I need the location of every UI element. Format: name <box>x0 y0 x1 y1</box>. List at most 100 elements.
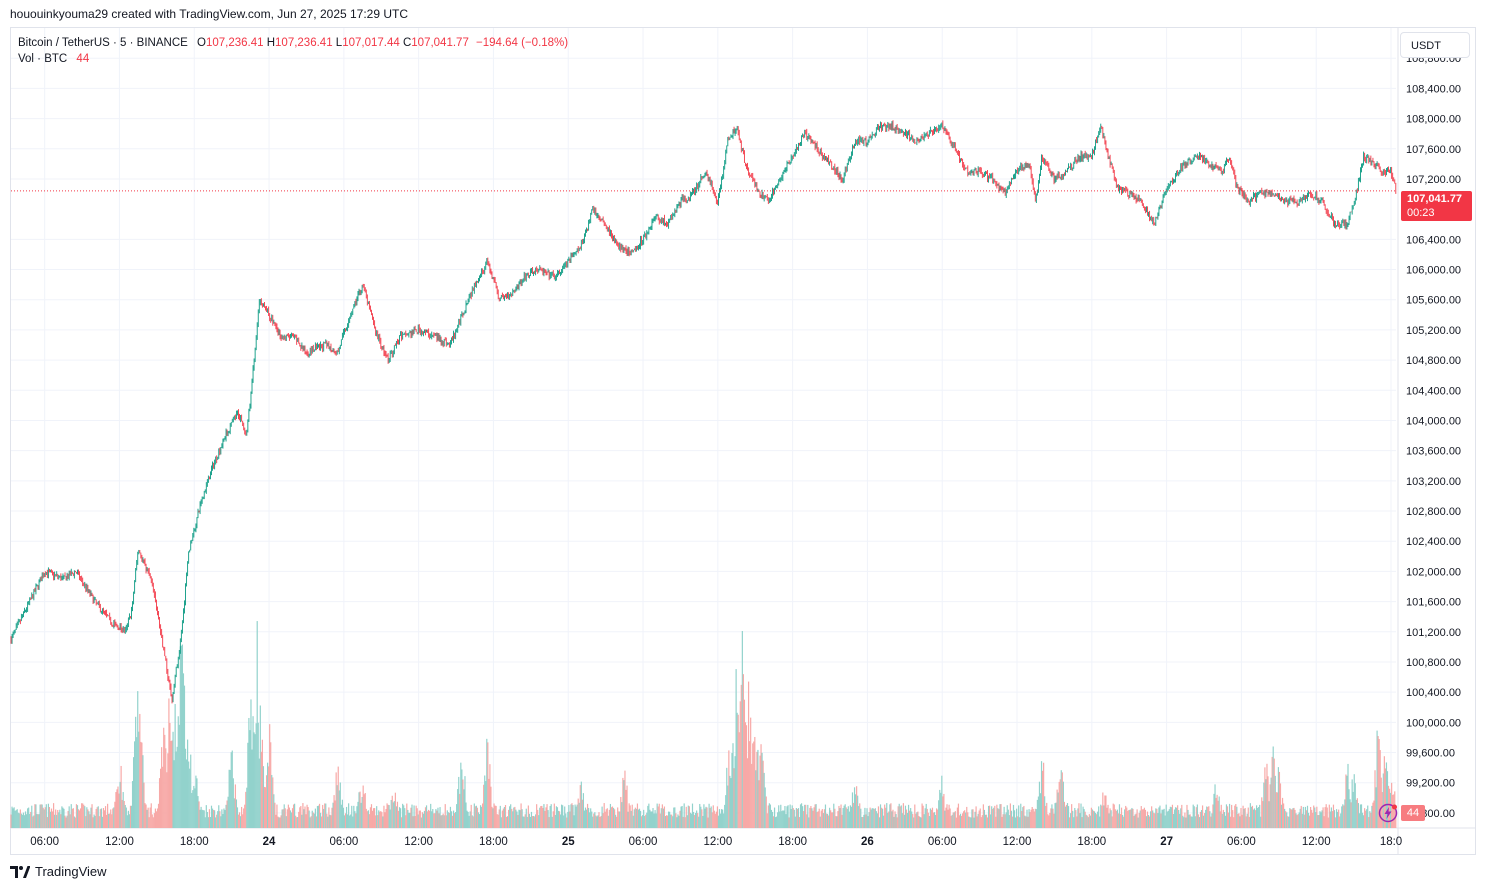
volume-bar <box>470 804 472 828</box>
volume-bar <box>1221 813 1223 828</box>
volume-bar <box>756 751 758 828</box>
volume-bar <box>210 805 213 828</box>
volume-bar <box>138 731 140 828</box>
volume-bar <box>435 809 437 828</box>
volume-bar <box>1026 809 1028 828</box>
volume-bar <box>155 811 158 828</box>
volume-bar <box>1331 811 1334 828</box>
volume-bar <box>1246 813 1248 828</box>
volume-bar <box>969 817 971 828</box>
volume-bar <box>1084 811 1086 828</box>
volume-bar <box>560 804 563 828</box>
volume-bar <box>1228 803 1231 828</box>
volume-bar <box>1011 816 1014 828</box>
volume-bar <box>1259 804 1261 828</box>
volume-bar <box>321 816 323 828</box>
volume-bar <box>514 806 516 828</box>
volume-bar <box>1261 797 1263 828</box>
volume-bar <box>175 751 177 828</box>
volume-label[interactable]: Vol · BTC <box>18 53 68 65</box>
volume-bar <box>367 810 369 828</box>
volume-bar <box>670 814 672 828</box>
volume-bar <box>1085 814 1087 828</box>
volume-bar <box>913 817 915 828</box>
volume-bar <box>938 800 940 828</box>
chart-frame <box>10 27 1476 855</box>
volume-bar <box>979 808 981 828</box>
volume-bar <box>251 749 253 828</box>
volume-bar <box>1135 813 1137 828</box>
volume-bar <box>1383 756 1385 828</box>
volume-bar <box>894 811 896 828</box>
volume-bar <box>523 816 525 828</box>
volume-bar <box>315 816 318 828</box>
volume-bar <box>917 811 919 828</box>
volume-bar <box>1233 817 1235 828</box>
volume-bar <box>524 814 526 828</box>
volume-bar <box>671 814 673 828</box>
volume-bar <box>1081 817 1083 828</box>
volume-bar <box>304 806 306 828</box>
volume-bar <box>789 804 791 828</box>
volume-bar <box>1238 813 1240 828</box>
volume-bar <box>1164 815 1166 828</box>
volume-bar <box>1113 804 1115 828</box>
volume-bar <box>1313 805 1315 828</box>
volume-bar <box>695 812 697 828</box>
volume-bar <box>98 816 100 828</box>
volume-bar <box>294 803 296 828</box>
volume-bar <box>1357 803 1359 828</box>
volume-bar <box>1017 816 1019 828</box>
volume-bar <box>398 807 401 828</box>
volume-bar <box>1342 804 1344 828</box>
volume-bar <box>130 805 133 828</box>
volume-bar <box>255 723 257 828</box>
volume-bar <box>25 814 28 828</box>
volume-bar <box>64 815 66 828</box>
volume-bar <box>1292 808 1294 828</box>
volume-bar <box>69 814 71 828</box>
volume-bar <box>1023 805 1025 828</box>
volume-bar <box>432 809 434 828</box>
volume-bar <box>93 814 95 828</box>
volume-bar <box>310 816 312 828</box>
lightning-icon[interactable] <box>1378 803 1398 823</box>
volume-bar <box>382 816 384 828</box>
volume-bar <box>144 803 146 828</box>
volume-bar <box>977 813 979 828</box>
volume-bar <box>701 809 703 828</box>
volume-bar <box>1344 799 1346 828</box>
price-tick-label: 101,200.00 <box>1406 627 1461 639</box>
volume-bar <box>1378 739 1380 828</box>
volume-bar <box>459 793 461 828</box>
volume-bar <box>1323 816 1325 828</box>
volume-bar <box>1172 813 1175 828</box>
volume-bar <box>338 790 340 828</box>
volume-bar <box>121 799 123 828</box>
volume-bar <box>239 816 242 828</box>
symbol-title[interactable]: Bitcoin / TetherUS · 5 · BINANCE <box>18 37 188 49</box>
volume-bar <box>1168 809 1170 828</box>
volume-bar <box>672 816 674 828</box>
volume-bar <box>227 796 229 828</box>
volume-bar <box>617 807 619 828</box>
volume-bar <box>383 805 385 828</box>
footer-brand[interactable]: TradingView <box>10 864 107 879</box>
volume-bar <box>547 810 549 828</box>
currency-selector[interactable]: USDT <box>1400 32 1470 58</box>
volume-bar <box>201 809 203 828</box>
volume-bar <box>314 808 316 828</box>
volume-bar <box>208 809 211 828</box>
volume-bar <box>150 803 152 828</box>
volume-bar <box>52 803 55 828</box>
volume-bar <box>1340 813 1342 828</box>
volume-bar <box>1019 817 1021 828</box>
volume-bar <box>1175 807 1178 828</box>
volume-bar <box>732 743 734 828</box>
volume-bar <box>790 808 792 828</box>
volume-bar <box>654 810 656 828</box>
price-tick-label: 105,600.00 <box>1406 295 1461 307</box>
volume-bar <box>541 805 543 828</box>
volume-bar <box>473 803 475 828</box>
